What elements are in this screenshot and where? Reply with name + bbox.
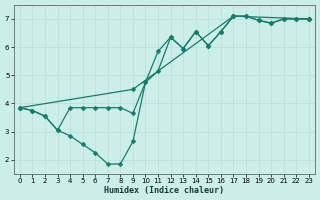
X-axis label: Humidex (Indice chaleur): Humidex (Indice chaleur): [104, 186, 224, 195]
